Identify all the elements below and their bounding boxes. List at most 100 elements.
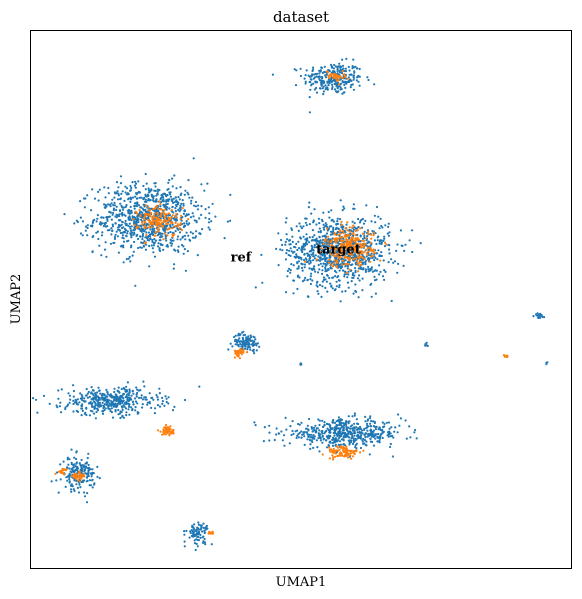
ref-point (167, 396, 170, 399)
ref-point (95, 410, 98, 414)
series-target (54, 70, 509, 535)
ref-point (207, 206, 210, 209)
ref-point (306, 424, 309, 427)
ref-point (255, 344, 258, 347)
ref-point (324, 286, 327, 289)
ref-point (323, 245, 326, 249)
target-point (336, 239, 339, 242)
ref-point (355, 418, 358, 421)
ref-point (90, 398, 93, 401)
target-point (159, 214, 162, 218)
ref-point (120, 387, 123, 391)
ref-point (371, 230, 374, 233)
ref-point (87, 467, 90, 470)
ref-point (351, 435, 354, 438)
target-point (167, 220, 170, 223)
ref-point (97, 199, 100, 202)
ref-point (352, 58, 355, 61)
ref-point (68, 467, 71, 470)
ref-point (337, 416, 340, 419)
ref-point (307, 206, 310, 209)
ref-point (85, 476, 88, 479)
ref-point (134, 406, 137, 409)
ref-point (304, 217, 307, 220)
ref-point (313, 428, 316, 432)
ref-point (125, 235, 128, 238)
ref-point (107, 192, 110, 195)
ref-point (252, 335, 255, 338)
ref-point (402, 264, 405, 267)
ref-point (321, 419, 324, 422)
ref-point (308, 433, 311, 436)
target-point (333, 251, 336, 254)
ref-point (313, 435, 316, 438)
ref-point (100, 396, 103, 399)
ref-point (351, 273, 354, 277)
ref-point (337, 279, 340, 282)
ref-point (327, 238, 330, 241)
ref-point (83, 491, 86, 494)
ref-point (291, 251, 295, 254)
ref-point (366, 419, 369, 422)
ref-point (340, 88, 343, 91)
ref-point (351, 415, 354, 418)
ref-point (73, 222, 76, 225)
ref-point (256, 342, 259, 345)
target-point (335, 79, 339, 82)
ref-point (384, 270, 387, 273)
target-point (149, 215, 152, 218)
ref-point (237, 339, 240, 342)
ref-point (332, 436, 335, 439)
ref-point (204, 216, 207, 219)
target-point (136, 212, 139, 215)
ref-point (176, 228, 179, 231)
ref-point (193, 204, 196, 207)
ref-point (114, 215, 117, 218)
target-point (367, 230, 370, 233)
ref-point (75, 451, 78, 454)
ref-point (350, 73, 353, 76)
ref-point (101, 401, 104, 404)
ref-point (103, 248, 107, 251)
ref-point (367, 433, 370, 436)
ref-point (148, 265, 151, 268)
ref-point (234, 338, 237, 341)
ref-point (361, 226, 364, 229)
ref-point (379, 270, 382, 273)
ref-point (388, 252, 391, 255)
ref-point (109, 409, 112, 413)
ref-point (185, 231, 188, 234)
ref-point (90, 209, 93, 212)
target-point (74, 477, 78, 480)
ref-point (123, 213, 126, 216)
target-point (333, 254, 336, 257)
ref-point (144, 398, 147, 401)
target-point (209, 532, 212, 535)
ref-point (159, 236, 162, 239)
ref-point (203, 529, 206, 533)
ref-point (169, 241, 172, 244)
target-point (156, 213, 159, 216)
ref-point (229, 342, 232, 345)
ref-point (112, 204, 115, 207)
target-point (70, 475, 74, 478)
ref-point (321, 432, 324, 435)
ref-point (305, 427, 308, 430)
ref-point (81, 409, 84, 412)
ref-point (364, 420, 367, 423)
target-point (149, 211, 152, 214)
ref-point (285, 249, 289, 252)
ref-point (175, 187, 178, 190)
chart-title: dataset (273, 8, 329, 26)
ref-point (91, 479, 94, 482)
ref-point (391, 455, 394, 458)
ref-point (297, 267, 300, 270)
ref-point (408, 425, 411, 428)
ref-point (127, 208, 131, 212)
target-point (327, 235, 330, 238)
ref-point (129, 189, 132, 192)
target-point (364, 248, 368, 251)
ref-point (378, 264, 381, 267)
ref-point (238, 337, 241, 340)
ref-point (177, 245, 180, 248)
